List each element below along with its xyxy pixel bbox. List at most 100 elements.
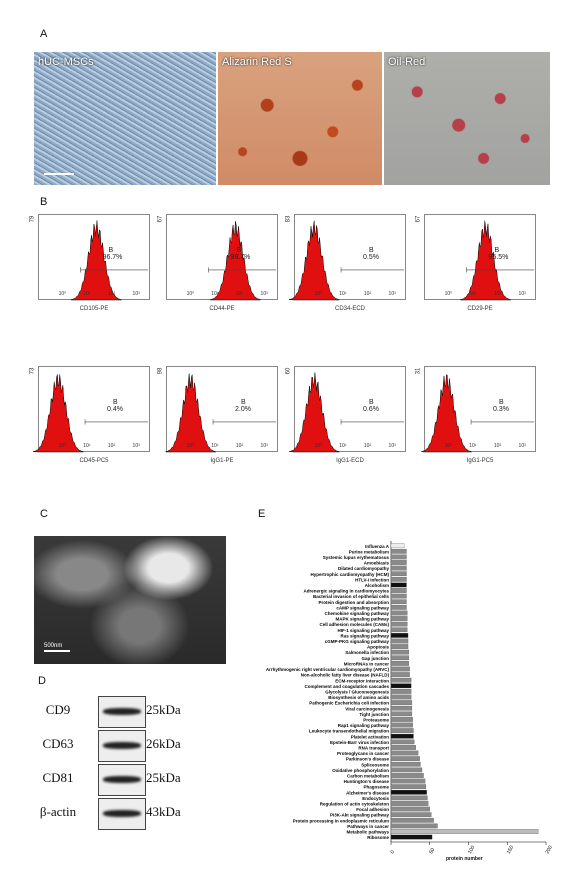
x-tick-label: 10² [107,443,116,449]
category-label: Ribosome [367,835,389,840]
micrograph-oil-red: Oil-Red [384,52,550,185]
y-axis-max: 31 [415,367,422,375]
bar [390,711,413,717]
x-tick-label: 0 [390,849,397,855]
category-label: Non-alcoholic fatty liver disease (NAFLD… [301,673,390,678]
gate-name: B [236,246,242,254]
bar [390,817,434,823]
gate-percent: 95.5% [488,253,509,261]
micrograph-huc-mscs: hUC-MSCs [34,52,216,185]
blot-lane [98,798,146,830]
histogram-plot [166,214,278,301]
x-tick-label: 10³ [388,291,396,297]
x-tick-label: 10² [235,291,244,297]
bar [390,666,410,672]
gate-percent: 0.6% [363,405,379,413]
bar [390,812,432,818]
category-label: MicroRNAs in cancer [344,661,390,666]
bar [390,823,438,829]
histogram-plot [38,214,150,301]
gate-percent: 2.0% [235,405,251,413]
histogram-peak [33,374,84,453]
bar [390,610,408,616]
x-tick-label: 10¹ [469,443,477,449]
histogram-plot [289,214,406,301]
scale-bar [44,650,70,652]
category-label: Parkinson's disease [346,757,390,762]
category-label: Pathogenic Escherichia coli infection [309,701,389,706]
x-axis-label: CD45-PC5 [79,458,109,464]
category-label: Adrenergic signaling in cardiomyocytes [303,589,389,594]
panel-c-label: C [40,508,48,520]
bar [390,750,419,756]
micrograph-label: hUC-MSCs [38,56,94,68]
bar [390,621,408,627]
blot-lane [98,696,146,728]
x-tick-label: 10³ [388,443,396,449]
bar [390,739,415,745]
bar [390,829,539,834]
bar [390,677,412,683]
histogram-peak [289,220,341,301]
category-label: Biosynthesis of amino acids [328,695,389,700]
x-tick-label: 10¹ [211,443,219,449]
x-tick-label: 10³ [260,443,268,449]
category-label: Cell adhesion molecules (CAMs) [319,622,389,627]
category-label: Platelet activation [351,734,390,739]
category-label: Leukocyte transendothelial migration [309,729,389,734]
x-tick-label: 10³ [132,443,140,449]
panel-b-label: B [40,196,48,208]
gate-percent: 0.3% [493,405,509,413]
x-tick-label: 150 [506,845,515,855]
flow-histogram: B 95.5% 67 10⁰ 10¹ 10² 10³ CD29-PE [415,214,546,320]
x-tick-label: 10² [107,291,116,297]
bar [390,638,409,644]
category-label: cGMP-PKG signaling pathway [325,639,390,644]
flow-histogram: B 96.7% 79 10⁰ 10¹ 10² 10³ CD105-PE [29,214,160,320]
flow-histogram: B 0.6% 60 10⁰ 10¹ 10² 10³ IgG1-ECD [285,366,416,472]
gate-name: B [241,398,246,406]
bar [390,588,407,593]
plot-frame [166,366,278,452]
panel-d-label: D [38,675,46,687]
bar [390,627,408,633]
bar [390,700,413,705]
x-tick-label: 10¹ [83,443,91,449]
histogram-peak [460,220,512,301]
bar [390,717,413,722]
x-axis-label: IgG1-ECD [336,458,364,464]
x-tick-label: 10⁰ [444,291,453,297]
blot-band [103,810,141,817]
category-label: Influenza A [365,544,390,549]
category-label: Endocytosis [362,796,389,801]
y-axis-max: 79 [29,215,36,223]
category-label: Amoebiasis [364,561,390,566]
category-label: Alzheimer's disease [346,790,389,795]
gate-name: B [494,246,500,254]
category-label: PI3K-Akt signaling pathway [330,813,390,818]
x-tick-label: 10³ [518,443,526,449]
category-label: Protein digestion and absorption [318,600,389,605]
x-tick-label: 10¹ [339,443,347,449]
category-label: Phagosome [363,785,389,790]
gate-percent: 96.7% [102,253,123,261]
x-tick-label: 10² [493,291,502,297]
gate-percent: 98.7% [230,253,251,261]
flow-histogram: B 0.4% 73 10⁰ 10¹ 10² 10³ CD45-PC5 [29,366,160,472]
gate-name: B [113,398,118,406]
category-label: Purine metabolism [349,549,389,554]
y-axis-max: 67 [157,215,164,223]
blot-lane [98,764,146,796]
bar [390,756,420,761]
bar [390,593,407,599]
scale-bar-label: 500nm [44,643,63,649]
blot-band [103,708,141,715]
category-label: RNA transport [358,745,389,750]
bar [390,672,410,677]
x-tick-label: 10³ [132,291,140,297]
bar [390,543,405,549]
bar [390,728,414,733]
bar [390,694,412,700]
bar [390,565,407,571]
bar [390,644,409,649]
